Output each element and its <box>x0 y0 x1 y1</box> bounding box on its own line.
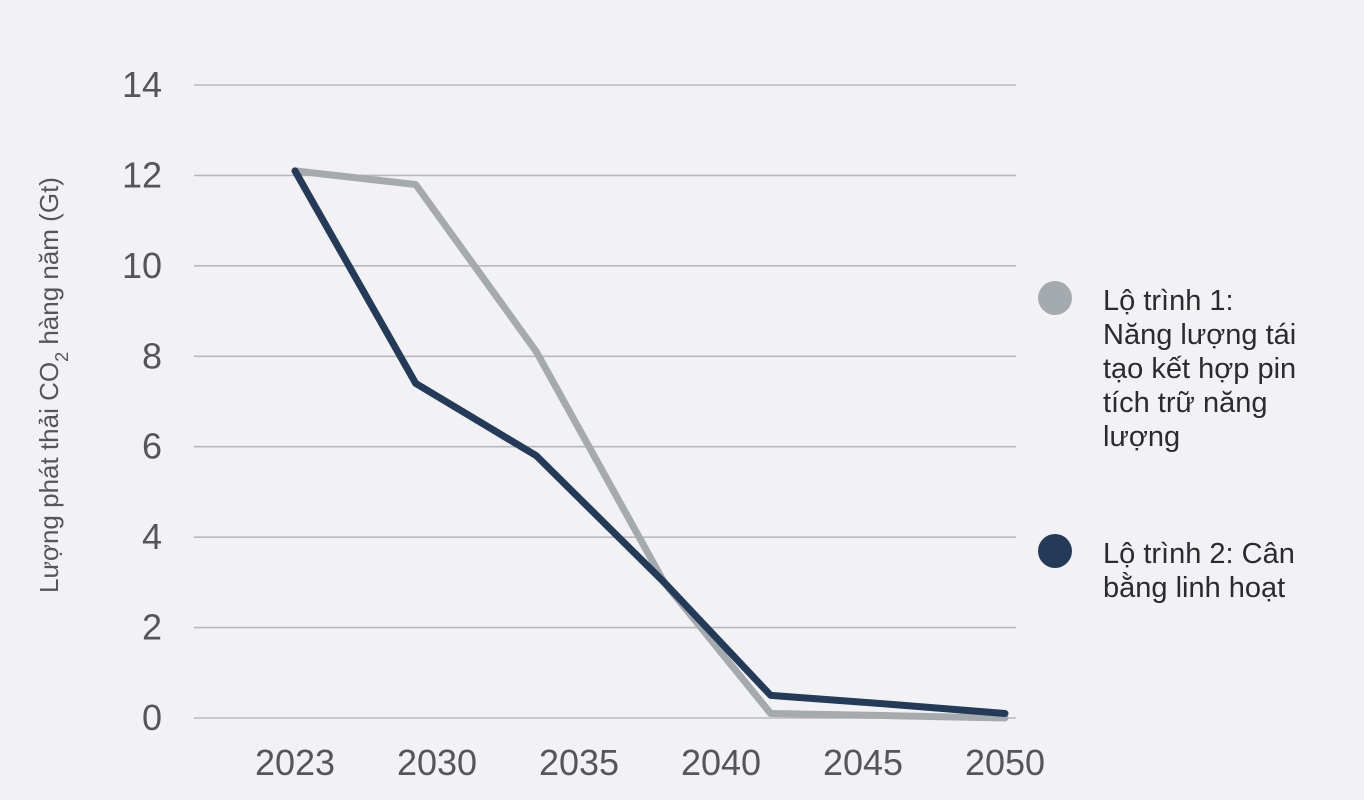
y-tick-label: 6 <box>142 426 162 467</box>
legend-marker-1 <box>1038 281 1072 315</box>
legend-label: Năng lượng tái <box>1103 319 1296 351</box>
x-tick-label: 2023 <box>255 742 335 783</box>
x-tick-label: 2030 <box>397 742 477 783</box>
series-lines <box>291 167 1009 722</box>
x-tick-label: 2040 <box>681 742 761 783</box>
y-tick-label: 4 <box>142 516 162 557</box>
y-tick-label: 12 <box>122 154 162 195</box>
legend-marker-2 <box>1038 534 1072 568</box>
y-tick-label: 14 <box>122 64 162 105</box>
x-axis-ticks: 2023 2030 2035 2040 2045 2050 <box>255 742 1045 783</box>
x-tick-label: 2045 <box>823 742 903 783</box>
x-tick-label: 2035 <box>539 742 619 783</box>
y-tick-label: 10 <box>122 245 162 286</box>
legend-label: tích trữ năng <box>1103 387 1268 419</box>
legend-label: bằng linh hoạt <box>1103 571 1285 604</box>
legend-label: lượng <box>1103 421 1180 453</box>
y-tick-label: 0 <box>142 697 162 738</box>
y-axis-label: Lượng phát thải CO2 hàng năm (Gt) <box>34 177 72 593</box>
series-line-2 <box>291 167 1009 717</box>
y-tick-label: 2 <box>142 607 162 648</box>
series-line-1 <box>291 167 1009 722</box>
y-axis-ticks: 0 2 4 6 8 10 12 14 <box>122 64 162 738</box>
x-tick-label: 2050 <box>965 742 1045 783</box>
gridlines <box>194 84 1016 719</box>
y-tick-label: 8 <box>142 335 162 376</box>
legend-label: Lộ trình 1: <box>1103 285 1234 317</box>
legend-label: Lộ trình 2: Cân <box>1103 538 1295 570</box>
legend-label: tạo kết hợp pin <box>1103 353 1296 385</box>
